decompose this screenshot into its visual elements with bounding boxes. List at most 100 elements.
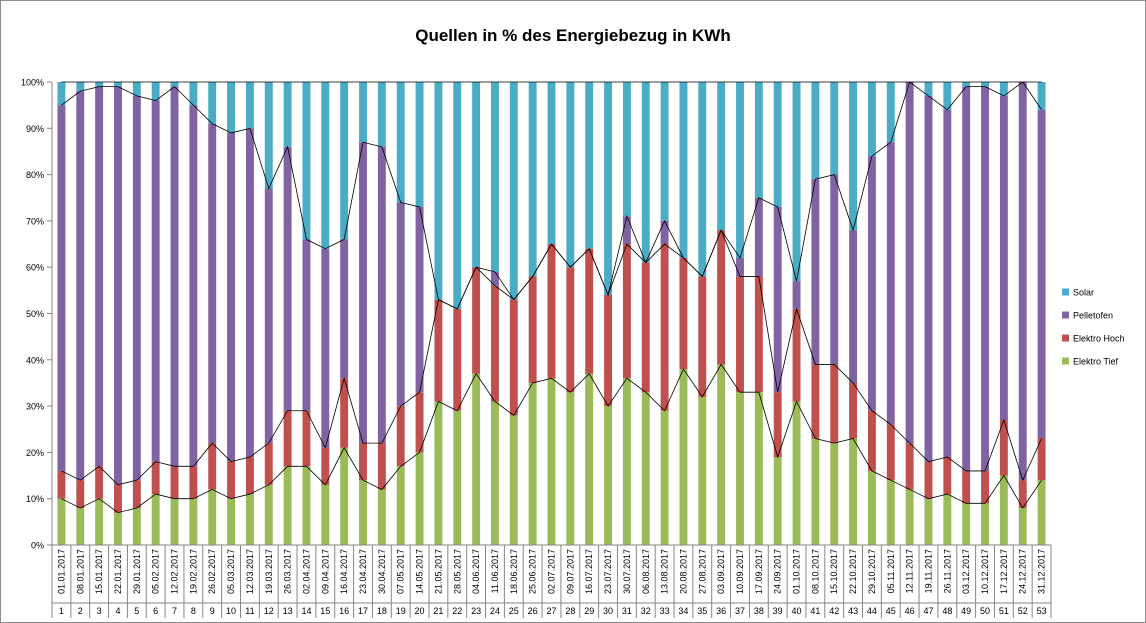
bar-segment-solar	[453, 82, 462, 309]
bar-segment-pelletofen	[151, 100, 160, 462]
x-date-label: 06.08.2017	[641, 549, 651, 594]
bar-segment-solar	[811, 82, 820, 180]
bar-segment-solar	[434, 82, 443, 300]
bar-segment-elektro-hoch	[1018, 480, 1027, 508]
x-category-label: 29	[584, 606, 594, 616]
x-date-label: 31.12.2017	[1037, 549, 1047, 594]
bar-segment-solar	[717, 82, 726, 231]
legend-label: Elektro Tief	[1073, 357, 1119, 367]
x-date-label: 23.07.2017	[603, 549, 613, 594]
bar-segment-pelletofen	[905, 82, 914, 444]
x-category-label: 18	[377, 606, 387, 616]
x-category-label: 43	[848, 606, 858, 616]
x-category-label: 37	[735, 606, 745, 616]
bar-segment-elektro-hoch	[76, 480, 85, 508]
bar-segment-solar	[509, 82, 518, 300]
x-date-label: 04.06.2017	[471, 549, 481, 594]
x-category-label: 8	[191, 606, 196, 616]
x-category-label: 34	[678, 606, 688, 616]
bar-segment-elektro-hoch	[604, 294, 613, 407]
x-category-label: 26	[528, 606, 538, 616]
bar-segment-elektro-hoch	[490, 285, 499, 402]
bar-segment-elektro-tief	[905, 489, 914, 545]
bar-segment-pelletofen	[754, 197, 763, 277]
bar-segment-elektro-hoch	[1037, 438, 1046, 481]
bar-segment-solar	[189, 82, 198, 106]
bar-segment-elektro-tief	[151, 494, 160, 545]
x-date-label: 14.05.2017	[415, 549, 425, 594]
bar-segment-elektro-tief	[924, 498, 933, 545]
y-tick-label: 60%	[26, 263, 44, 273]
bar-segment-elektro-hoch	[811, 364, 820, 439]
bar-segment-elektro-hoch	[528, 276, 537, 383]
legend-swatch	[1062, 288, 1069, 296]
bar-segment-solar	[622, 82, 631, 217]
y-tick-label: 0%	[31, 541, 44, 551]
bar-segment-solar	[830, 82, 839, 175]
bar-segment-solar	[95, 82, 104, 87]
bar-segment-elektro-hoch	[736, 276, 744, 393]
x-date-label: 03.12.2017	[961, 549, 971, 594]
bar-segment-elektro-tief	[472, 373, 481, 545]
x-date-label: 02.07.2017	[547, 549, 557, 594]
bar-segment-pelletofen	[340, 239, 349, 379]
x-category-label: 23	[471, 606, 481, 616]
x-date-label: 11.06.2017	[490, 549, 500, 593]
bar-segment-solar	[396, 82, 405, 203]
y-tick-label: 90%	[26, 124, 44, 134]
bar-segment-elektro-tief	[227, 498, 236, 545]
bar-segment-elektro-hoch	[132, 480, 141, 508]
x-date-label: 08.10.2017	[810, 549, 820, 594]
bar-segment-pelletofen	[189, 105, 198, 467]
bars-layer	[57, 82, 1046, 545]
bar-segment-elektro-tief	[245, 494, 254, 545]
x-date-label: 12.11.2017	[905, 549, 915, 593]
x-date-label: 17.09.2017	[754, 549, 764, 594]
bar-segment-solar	[943, 82, 952, 110]
x-date-label: 24.12.2017	[1018, 549, 1028, 594]
bar-segment-elektro-tief	[679, 369, 688, 545]
bar-segment-pelletofen	[227, 132, 236, 462]
bar-segment-pelletofen	[830, 174, 839, 365]
x-date-label: 16.07.2017	[584, 549, 594, 594]
bar-segment-pelletofen	[57, 105, 66, 471]
bar-segment-solar	[377, 82, 386, 147]
bar-segment-elektro-tief	[641, 392, 650, 545]
bar-segment-elektro-tief	[490, 401, 499, 545]
bar-segment-elektro-hoch	[189, 466, 198, 499]
bar-segment-elektro-hoch	[151, 461, 160, 495]
x-date-label: 05.03.2017	[226, 549, 236, 594]
bar-segment-elektro-tief	[321, 484, 330, 545]
bar-segment-elektro-hoch	[886, 424, 895, 481]
bar-segment-elektro-tief	[981, 503, 989, 545]
y-tick-label: 50%	[26, 309, 44, 319]
x-date-label: 19.11.2017	[923, 549, 933, 593]
bar-segment-elektro-hoch	[566, 267, 575, 393]
x-category-label: 44	[867, 606, 877, 616]
bar-segment-solar	[679, 82, 688, 258]
x-date-label: 26.02.2017	[207, 549, 217, 594]
x-date-label: 28.05.2017	[452, 549, 462, 594]
bar-segment-solar	[604, 82, 613, 295]
x-date-label: 20.08.2017	[678, 549, 688, 594]
bar-segment-solar	[924, 82, 933, 96]
bar-segment-elektro-hoch	[547, 244, 556, 379]
x-date-label: 25.06.2017	[528, 549, 538, 594]
bar-segment-solar	[321, 82, 330, 249]
x-date-label: 19.02.2017	[188, 549, 198, 594]
bar-segment-pelletofen	[132, 95, 141, 481]
bar-segment-elektro-hoch	[359, 443, 367, 481]
x-category-label: 22	[452, 606, 462, 616]
x-date-label: 29.10.2017	[867, 549, 877, 594]
bar-segment-elektro-hoch	[754, 276, 763, 393]
y-tick-label: 100%	[21, 78, 44, 88]
bar-segment-pelletofen	[981, 86, 989, 471]
bar-segment-pelletofen	[396, 202, 405, 407]
bar-segment-pelletofen	[170, 86, 179, 467]
y-tick-label: 80%	[26, 170, 44, 180]
bar-segment-elektro-tief	[114, 512, 122, 545]
x-category-label: 40	[792, 606, 802, 616]
x-date-label: 19.03.2017	[264, 549, 274, 594]
bar-segment-pelletofen	[867, 156, 876, 411]
x-category-label: 20	[415, 606, 425, 616]
